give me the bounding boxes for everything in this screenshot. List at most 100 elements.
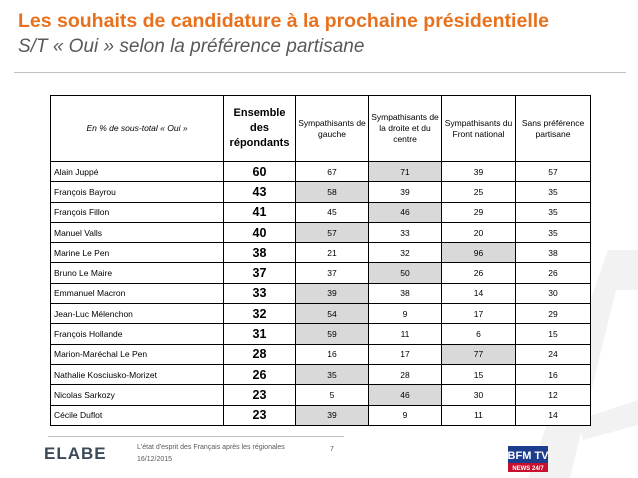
cell-front-national: 14: [441, 282, 516, 305]
cell-sans-preference: 29: [515, 303, 591, 325]
cell-sans-preference: 26: [515, 262, 591, 284]
cell-droite-centre: 9: [368, 303, 442, 325]
cell-gauche: 58: [295, 181, 369, 203]
row-name: Emmanuel Macron: [50, 282, 224, 305]
row-name: Manuel Valls: [50, 221, 224, 244]
row-name: François Hollande: [50, 323, 224, 345]
cell-ensemble: 40: [223, 221, 296, 244]
table-row: Manuel Valls 40 57 33 20 35: [50, 221, 591, 244]
table-row: Nathalie Kosciusko-Morizet 26 35 28 15 16: [50, 363, 591, 386]
cell-gauche: 5: [295, 384, 369, 406]
cell-front-national: 20: [441, 221, 516, 244]
cell-gauche: 16: [295, 343, 369, 365]
cell-sans-preference: 35: [515, 181, 591, 203]
cell-gauche: 54: [295, 303, 369, 325]
cell-ensemble: 33: [223, 282, 296, 305]
cell-droite-centre: 50: [368, 262, 442, 284]
svg-text:ELABE: ELABE: [44, 444, 107, 462]
table-row: Emmanuel Macron 33 39 38 14 30: [50, 282, 591, 305]
cell-gauche: 37: [295, 262, 369, 284]
footer-study: L'état d'esprit des Français après les r…: [137, 444, 285, 451]
cell-droite-centre: 38: [368, 282, 442, 305]
cell-ensemble: 37: [223, 262, 296, 284]
cell-sans-preference: 38: [515, 242, 591, 264]
cell-ensemble: 23: [223, 404, 296, 426]
cell-sans-preference: 57: [515, 160, 591, 183]
cell-gauche: 21: [295, 242, 369, 264]
cell-gauche: 39: [295, 282, 369, 305]
cell-front-national: 26: [441, 262, 516, 284]
cell-front-national: 15: [441, 363, 516, 386]
cell-sans-preference: 35: [515, 221, 591, 244]
results-table: En % de sous-total « Oui » Ensemble des …: [50, 95, 591, 426]
cell-front-national: 25: [441, 181, 516, 203]
row-name: Marine Le Pen: [50, 242, 224, 264]
cell-droite-centre: 33: [368, 221, 442, 244]
cell-droite-centre: 11: [368, 323, 442, 345]
bfmtv-logo: BFM TV NEWS 24/7: [508, 446, 548, 472]
row-name: Bruno Le Maire: [50, 262, 224, 284]
cell-gauche: 45: [295, 201, 369, 223]
row-name: François Bayrou: [50, 181, 224, 203]
cell-ensemble: 41: [223, 201, 296, 223]
cell-droite-centre: 9: [368, 404, 442, 426]
cell-sans-preference: 24: [515, 343, 591, 365]
cell-droite-centre: 46: [368, 384, 442, 406]
cell-droite-centre: 46: [368, 201, 442, 223]
row-name: François Fillon: [50, 201, 224, 223]
header-corner-label: En % de sous-total « Oui »: [50, 95, 224, 162]
cell-droite-centre: 32: [368, 242, 442, 264]
table-row: Jean-Luc Mélenchon 32 54 9 17 29: [50, 303, 591, 325]
cell-ensemble: 43: [223, 181, 296, 203]
header-front-national: Sympathisants du Front national: [441, 95, 516, 162]
cell-droite-centre: 71: [368, 160, 442, 183]
table-row: François Bayrou 43 58 39 25 35: [50, 181, 591, 203]
cell-gauche: 67: [295, 160, 369, 183]
table-row: Marine Le Pen 38 21 32 96 38: [50, 242, 591, 264]
table-row: Marion-Maréchal Le Pen 28 16 17 77 24: [50, 343, 591, 365]
cell-ensemble: 32: [223, 303, 296, 325]
cell-sans-preference: 14: [515, 404, 591, 426]
table-row: Cécile Duflot 23 39 9 11 14: [50, 404, 591, 426]
cell-sans-preference: 15: [515, 323, 591, 345]
svg-text:NEWS 24/7: NEWS 24/7: [512, 466, 544, 472]
cell-front-national: 17: [441, 303, 516, 325]
footer-divider: [48, 436, 344, 437]
header-gauche: Sympathisants de gauche: [295, 95, 369, 162]
header-droite-centre: Sympathisants de la droite et du centre: [368, 95, 442, 162]
cell-gauche: 39: [295, 404, 369, 426]
cell-ensemble: 31: [223, 323, 296, 345]
cell-sans-preference: 16: [515, 363, 591, 386]
cell-sans-preference: 30: [515, 282, 591, 305]
footer-date: 16/12/2015: [137, 456, 173, 463]
row-name: Nicolas Sarkozy: [50, 384, 224, 406]
cell-droite-centre: 39: [368, 181, 442, 203]
cell-ensemble: 60: [223, 160, 296, 183]
svg-text:BFM TV: BFM TV: [508, 450, 548, 462]
table-row: François Hollande 31 59 11 6 15: [50, 323, 591, 345]
cell-ensemble: 26: [223, 363, 296, 386]
cell-gauche: 35: [295, 363, 369, 386]
elabe-logo: ELABE: [44, 444, 107, 462]
cell-sans-preference: 35: [515, 201, 591, 223]
cell-ensemble: 28: [223, 343, 296, 365]
header-ensemble: Ensemble des répondants: [223, 95, 296, 162]
cell-front-national: 30: [441, 384, 516, 406]
row-name: Alain Juppé: [50, 160, 224, 183]
cell-front-national: 96: [441, 242, 516, 264]
cell-droite-centre: 28: [368, 363, 442, 386]
row-name: Jean-Luc Mélenchon: [50, 303, 224, 325]
header-sans-preference: Sans préférence partisane: [515, 95, 591, 162]
cell-ensemble: 23: [223, 384, 296, 406]
cell-droite-centre: 17: [368, 343, 442, 365]
cell-front-national: 39: [441, 160, 516, 183]
footer-study-info: L'état d'esprit des Français après les r…: [137, 442, 285, 466]
page-number: 7: [330, 446, 334, 453]
table-row: Nicolas Sarkozy 23 5 46 30 12: [50, 384, 591, 406]
page-subtitle: S/T « Oui » selon la préférence partisan…: [18, 36, 365, 57]
row-name: Nathalie Kosciusko-Morizet: [50, 363, 224, 386]
cell-front-national: 29: [441, 201, 516, 223]
table-row: Bruno Le Maire 37 37 50 26 26: [50, 262, 591, 284]
cell-gauche: 57: [295, 221, 369, 244]
cell-sans-preference: 12: [515, 384, 591, 406]
